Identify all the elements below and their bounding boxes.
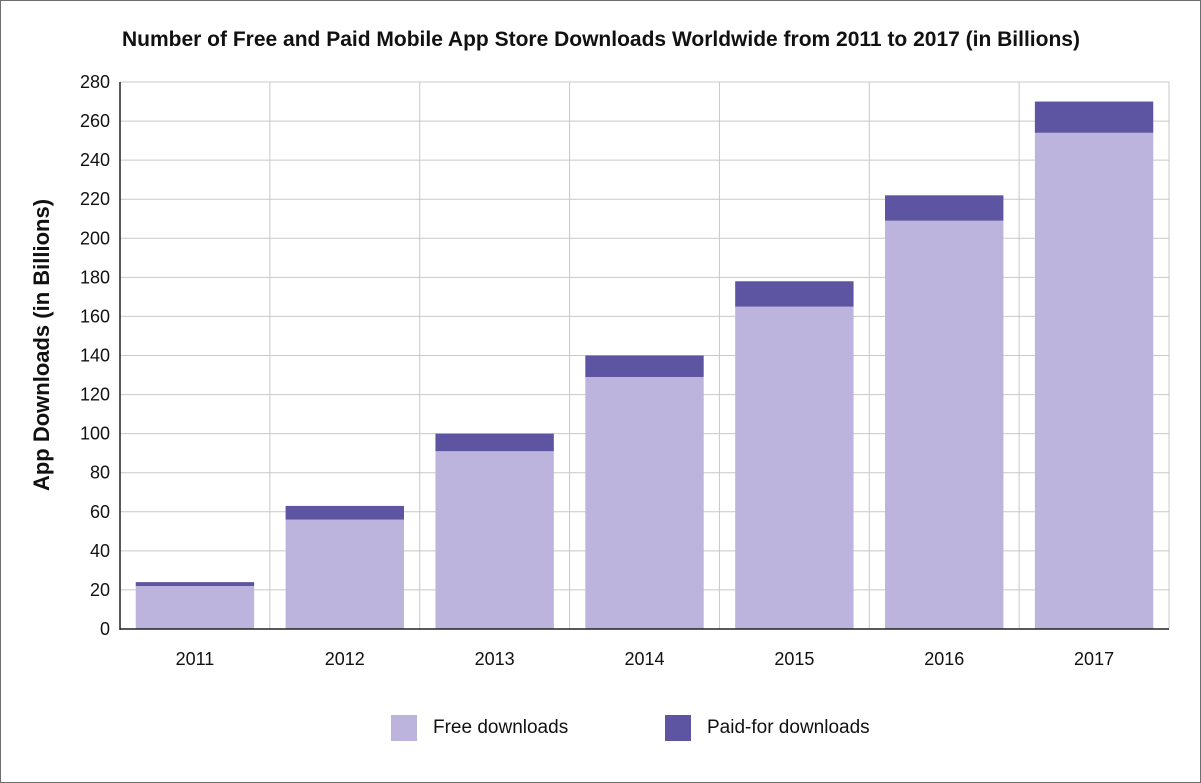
y-tick-label: 280 <box>80 72 110 92</box>
x-tick-label: 2017 <box>1074 649 1114 669</box>
bar-paid-downloads <box>585 355 704 377</box>
y-tick-label: 0 <box>100 619 110 639</box>
bar-free-downloads <box>885 220 1004 630</box>
x-tick-label: 2012 <box>325 649 365 669</box>
legend-swatch-paid <box>665 715 691 741</box>
y-tick-label: 260 <box>80 111 110 131</box>
y-tick-label: 100 <box>80 424 110 444</box>
x-tick-label: 2016 <box>924 649 964 669</box>
bar-free-downloads <box>735 306 854 629</box>
bar-free-downloads <box>585 376 704 629</box>
bar-paid-downloads <box>285 505 404 520</box>
y-tick-label: 200 <box>80 228 110 248</box>
y-tick-label: 20 <box>90 580 110 600</box>
x-tick-label: 2011 <box>176 649 215 669</box>
bar-paid-downloads <box>135 582 255 587</box>
y-tick-label: 220 <box>80 189 110 209</box>
y-tick-label: 120 <box>80 385 110 405</box>
legend-label-free: Free downloads <box>433 717 569 738</box>
bar-free-downloads <box>435 451 554 629</box>
legend-item-paid: Paid-for downloads <box>665 715 870 741</box>
chart-title: Number of Free and Paid Mobile App Store… <box>122 28 1080 51</box>
x-tick-label: 2013 <box>475 649 515 669</box>
y-tick-label: 240 <box>80 150 110 170</box>
x-tick-label: 2015 <box>774 649 814 669</box>
legend-label-paid: Paid-for downloads <box>707 717 870 738</box>
y-tick-label: 60 <box>90 502 110 522</box>
y-tick-label: 180 <box>80 267 110 287</box>
bar-paid-downloads <box>735 281 854 307</box>
bar-free-downloads <box>135 586 255 629</box>
bar-free-downloads <box>285 519 404 629</box>
bar-paid-downloads <box>885 195 1004 221</box>
y-tick-label: 160 <box>80 306 110 326</box>
y-tick-label: 40 <box>90 541 110 561</box>
bar-paid-downloads <box>1034 101 1154 133</box>
y-tick-label: 140 <box>80 346 110 366</box>
legend-item-free: Free downloads <box>391 715 568 741</box>
legend-swatch-free <box>391 715 417 741</box>
bar-free-downloads <box>1034 132 1154 630</box>
x-tick-label: 2014 <box>624 649 664 669</box>
y-tick-label: 80 <box>90 463 110 483</box>
bar-paid-downloads <box>435 433 554 452</box>
